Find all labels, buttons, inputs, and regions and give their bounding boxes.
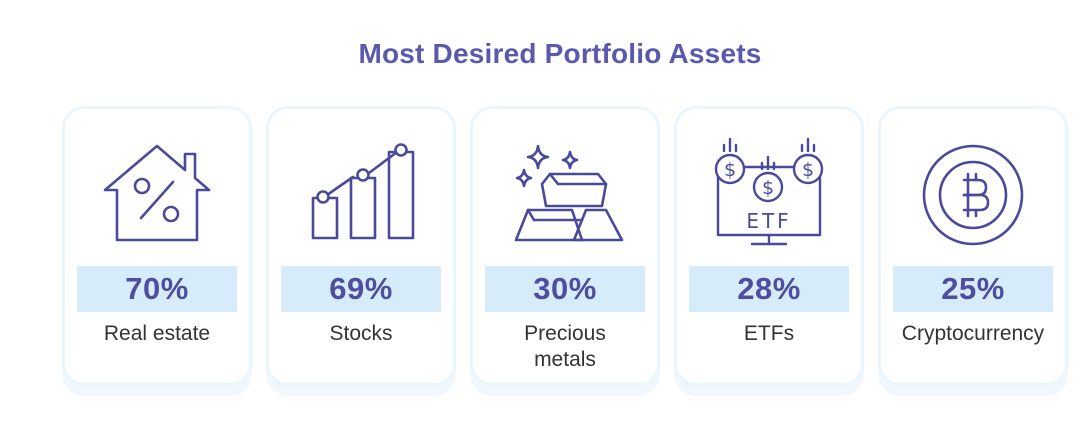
asset-card-precious-metals: 30% Precious metals: [470, 106, 660, 386]
bitcoin-coin-icon: [881, 131, 1065, 259]
percent-value: 30%: [533, 271, 597, 306]
asset-label: Real estate: [103, 322, 211, 345]
asset-card-cryptocurrency: 25% Cryptocurrency: [878, 106, 1068, 386]
percent-band: 69%: [281, 266, 441, 312]
percent-band: 28%: [689, 266, 849, 312]
svg-text:$: $: [802, 159, 814, 181]
svg-text:$: $: [724, 159, 736, 181]
bar-chart-growth-icon: [269, 131, 453, 259]
gold-bars-icon: [473, 131, 657, 259]
etf-monitor-icon: $ $ $ ETF: [677, 131, 861, 259]
asset-card-real-estate: 70% Real estate: [62, 106, 252, 386]
asset-label: ETFs: [743, 322, 795, 345]
asset-cards: 70% Real estate 69% Stocks: [62, 106, 1068, 386]
page-title: Most Desired Portfolio Assets: [358, 38, 762, 69]
percent-value: 25%: [941, 271, 1005, 306]
asset-card-stocks: 69% Stocks: [266, 106, 456, 386]
asset-label: Cryptocurrency: [901, 322, 1045, 345]
house-percent-icon: [65, 131, 249, 259]
percent-value: 28%: [737, 271, 801, 306]
asset-card-etfs: $ $ $ ETF 28% ETFs: [674, 106, 864, 386]
etf-icon-text: ETF: [746, 209, 791, 233]
percent-value: 70%: [125, 271, 189, 306]
svg-text:$: $: [762, 177, 774, 199]
percent-band: 25%: [893, 266, 1053, 312]
percent-band: 30%: [485, 266, 645, 312]
percent-band: 70%: [77, 266, 237, 312]
asset-label: Precious metals: [524, 322, 606, 371]
asset-label: Stocks: [329, 322, 393, 345]
percent-value: 69%: [329, 271, 393, 306]
